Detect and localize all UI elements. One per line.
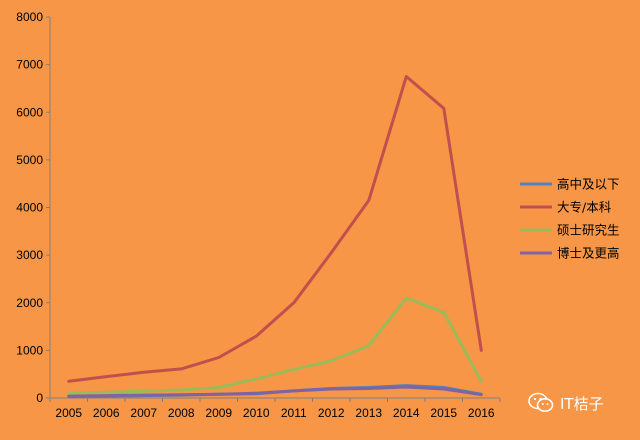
- legend-label: 硕士研究生: [557, 223, 620, 238]
- x-tick-label: 2011: [281, 406, 307, 420]
- x-tick-label: 2014: [393, 406, 420, 420]
- y-tick-label: 6000: [16, 105, 43, 119]
- x-tick-label: 2015: [430, 406, 457, 420]
- watermark-text: IT桔子: [560, 394, 604, 413]
- x-tick-label: 2009: [205, 406, 232, 420]
- x-tick-label: 2005: [55, 406, 82, 420]
- watermark: IT桔子: [528, 392, 604, 414]
- legend-label: 大专/本科: [557, 200, 612, 215]
- y-tick-label: 7000: [16, 58, 43, 72]
- series-line: [67, 75, 483, 383]
- x-tick-label: 2007: [130, 406, 157, 420]
- y-tick-label: 8000: [16, 10, 43, 24]
- y-tick-label: 2000: [16, 296, 43, 310]
- y-tick-label: 1000: [16, 343, 43, 357]
- series-line: [67, 385, 483, 398]
- x-tick-label: 2012: [318, 406, 345, 420]
- y-tick-label: 5000: [16, 153, 43, 167]
- x-tick-label: 2013: [355, 406, 382, 420]
- legend-label: 高中及以下: [557, 177, 620, 192]
- y-tick-label: 4000: [16, 201, 43, 215]
- x-tick-label: 2010: [243, 406, 270, 420]
- y-tick-label: 0: [36, 391, 43, 405]
- x-tick-label: 2008: [168, 406, 195, 420]
- legend-label: 博士及更高: [557, 246, 620, 261]
- series-line: [67, 296, 483, 395]
- y-tick-label: 3000: [16, 248, 43, 262]
- x-tick-label: 2016: [468, 406, 495, 420]
- wechat-icon: [528, 392, 554, 414]
- x-tick-label: 2006: [93, 406, 120, 420]
